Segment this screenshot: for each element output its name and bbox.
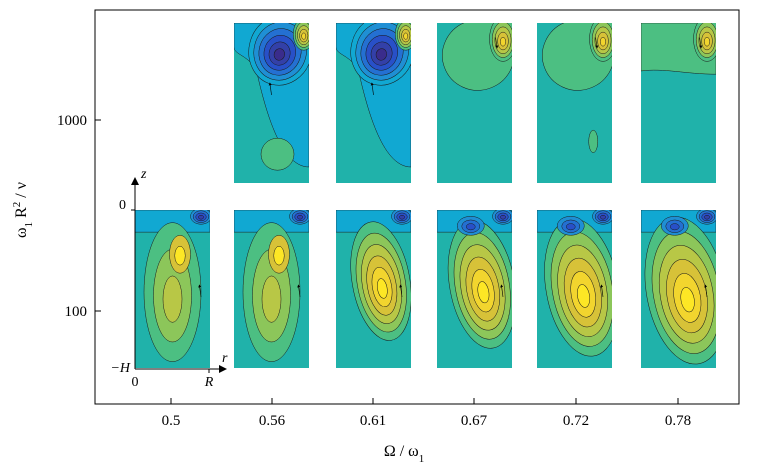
negative-vortex-contour-5: [273, 48, 285, 61]
y-tick-label-1000: 1000: [57, 113, 87, 129]
x-tick-label-0.61: 0.61: [360, 413, 386, 429]
inset-bottom-label: −H: [110, 361, 130, 376]
x-tick-label-0.67: 0.67: [461, 413, 488, 429]
positive-vortex-contour-5: [377, 278, 388, 299]
positive-corner-contour-4: [600, 36, 606, 47]
inset-right-label: R: [204, 375, 214, 390]
inset-origin-label: 0: [132, 375, 139, 390]
panel-1000-0.61: [336, 23, 411, 183]
panel-1000-0.56: [234, 23, 309, 183]
panel-100-0.61: [336, 210, 411, 368]
flow-arrow: [600, 284, 604, 297]
negative-corner-contour-3: [600, 214, 606, 220]
lower-blob-contour-0: [260, 137, 295, 171]
panel-100-0.67: [437, 210, 512, 368]
panel-100-0.56: [234, 210, 309, 368]
positive-core-contour-1: [273, 245, 285, 266]
panel-100-0.5: [135, 210, 210, 368]
positive-vortex-contour-5: [680, 287, 695, 313]
negative-corner-contour-3: [704, 214, 710, 220]
inset-r-label: r: [222, 351, 228, 366]
x-tick-label-0.72: 0.72: [563, 413, 589, 429]
plot-frame: [94, 9, 740, 405]
flow-arrow: [704, 284, 708, 297]
negative-corner-contour-3: [500, 214, 506, 220]
panel-100-0.78: [641, 210, 716, 368]
positive-corner-contour-4: [301, 32, 307, 40]
flow-arrow: [297, 284, 301, 297]
y-axis: 1000 100: [57, 113, 101, 320]
lower-blob-contour-0: [588, 129, 598, 153]
flow-arrow: [198, 284, 202, 297]
x-tick-label-0.78: 0.78: [665, 413, 691, 429]
negative-vortex-contour-2: [466, 223, 476, 231]
x-axis: 0.5 0.56 0.61 0.67 0.72 0.78: [162, 398, 691, 429]
flow-arrow: [495, 37, 499, 49]
positive-vortex-contour-5: [477, 281, 490, 304]
inset-axes: z r 0 −H 0 R: [110, 167, 228, 390]
inset-z-label: z: [140, 167, 147, 182]
panel-1000-0.78: [641, 23, 716, 183]
flow-arrow: [268, 82, 272, 96]
positive-core-contour-1: [174, 245, 186, 266]
negative-corner-contour-3: [198, 214, 204, 220]
negative-corner-contour-3: [297, 214, 303, 220]
positive-vortex-contour-2: [162, 275, 183, 323]
x-tick-label-0.56: 0.56: [259, 413, 286, 429]
positive-corner-contour-4: [704, 36, 710, 47]
negative-vortex-contour-5: [375, 48, 387, 61]
x-axis-title: Ω / ω1: [384, 443, 424, 465]
flow-arrow: [399, 284, 403, 297]
positive-vortex-contour-5: [577, 284, 591, 308]
panel-1000-0.67: [437, 23, 512, 183]
flow-arrow: [370, 82, 374, 96]
inset-top-label: 0: [119, 198, 126, 213]
negative-vortex-contour-2: [670, 223, 680, 231]
x-tick-label-0.5: 0.5: [162, 413, 181, 429]
positive-corner-contour-4: [403, 32, 409, 40]
flow-arrow: [500, 284, 504, 297]
contour-panels: [135, 23, 716, 368]
positive-vortex-contour-2: [261, 275, 282, 323]
flow-arrow: [699, 37, 703, 49]
positive-corner-contour-4: [500, 36, 506, 47]
negative-corner-contour-3: [399, 214, 405, 220]
negative-vortex-contour-2: [566, 223, 576, 231]
flow-arrow: [595, 37, 599, 49]
panel-1000-0.72: [537, 23, 612, 183]
y-tick-label-100: 100: [65, 304, 88, 320]
y-axis-title: ω1 R2 / ν: [11, 182, 35, 238]
panel-100-0.72: [537, 210, 612, 368]
